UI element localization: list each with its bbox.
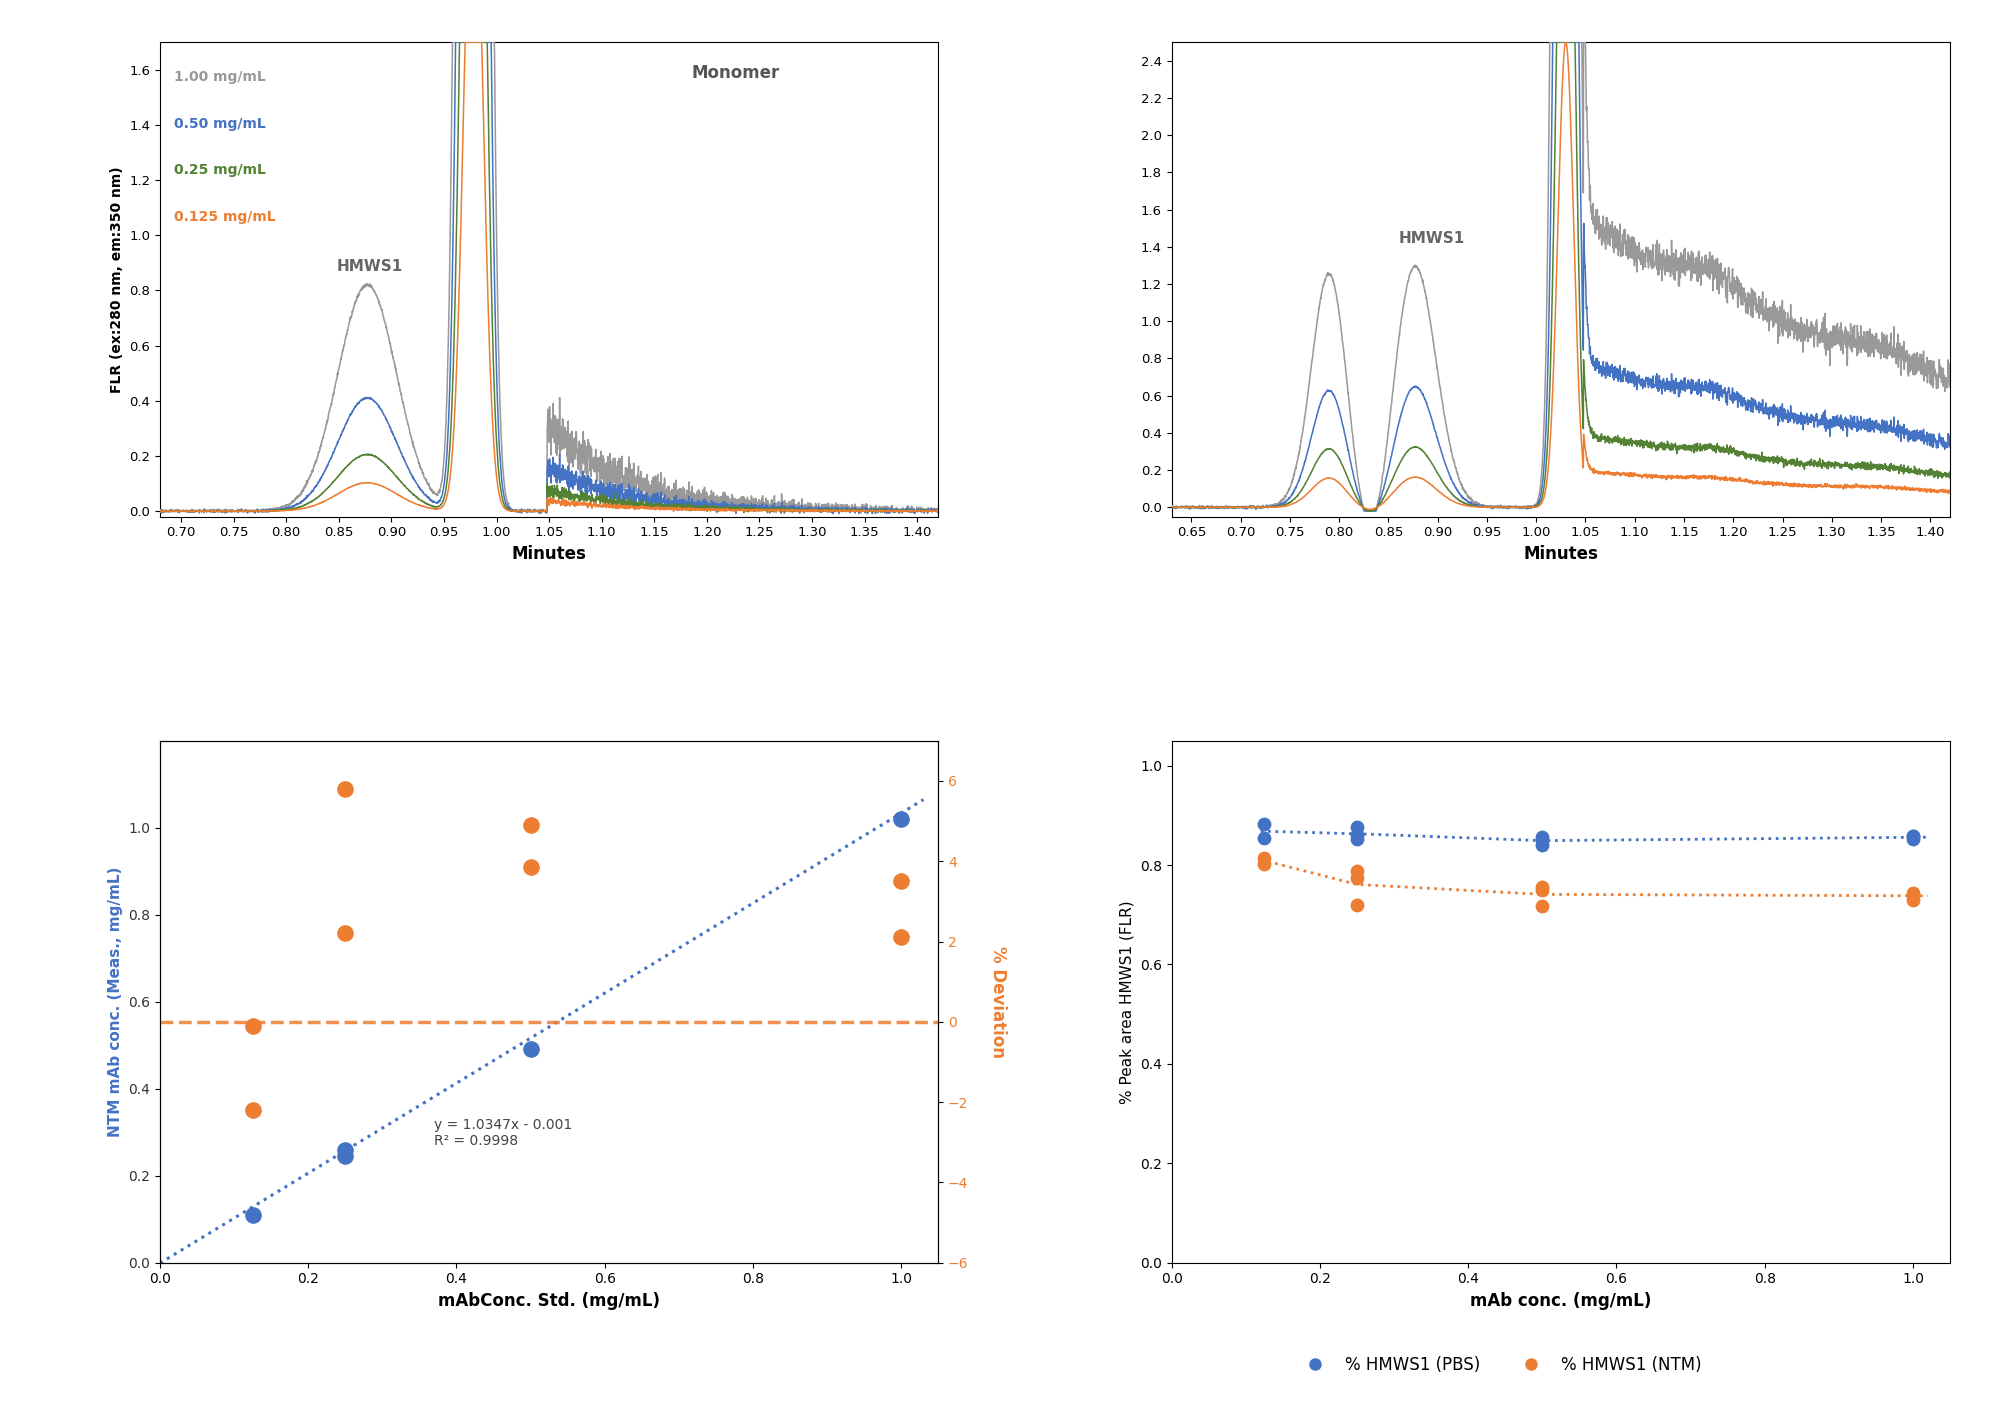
X-axis label: Minutes: Minutes xyxy=(512,544,586,563)
Point xyxy=(1896,828,1928,850)
Point xyxy=(1342,867,1374,890)
Point xyxy=(514,856,546,878)
Point xyxy=(236,1099,268,1121)
Point xyxy=(886,870,918,892)
Text: 0.25 mg/mL: 0.25 mg/mL xyxy=(174,164,266,177)
Point xyxy=(1526,875,1558,898)
Y-axis label: % Deviation: % Deviation xyxy=(990,946,1008,1058)
Text: 0.125 mg/mL: 0.125 mg/mL xyxy=(174,210,276,224)
Point xyxy=(886,926,918,948)
Point xyxy=(1342,894,1374,916)
Point xyxy=(1248,814,1280,836)
Point xyxy=(330,777,362,800)
Text: y = 1.0347x - 0.001
R² = 0.9998: y = 1.0347x - 0.001 R² = 0.9998 xyxy=(434,1118,572,1148)
Point xyxy=(330,1145,362,1167)
Y-axis label: % Peak area HMWS1 (FLR): % Peak area HMWS1 (FLR) xyxy=(1120,899,1134,1104)
Point xyxy=(330,922,362,944)
Point xyxy=(1342,859,1374,881)
Point xyxy=(1896,888,1928,911)
Point xyxy=(1896,884,1928,906)
Point xyxy=(236,1204,268,1226)
Point xyxy=(1526,826,1558,849)
Text: 0.50 mg/mL: 0.50 mg/mL xyxy=(174,116,266,130)
Point xyxy=(1526,829,1558,852)
Point xyxy=(1342,824,1374,846)
Text: Monomer: Monomer xyxy=(692,65,780,81)
Point xyxy=(330,1139,362,1162)
Y-axis label: FLR (ex:280 nm, em:350 nm): FLR (ex:280 nm, em:350 nm) xyxy=(110,166,124,393)
Point xyxy=(514,814,546,836)
Text: HMWS1: HMWS1 xyxy=(1398,231,1464,246)
X-axis label: mAb conc. (mg/mL): mAb conc. (mg/mL) xyxy=(1470,1292,1652,1310)
Point xyxy=(1896,882,1928,905)
Point xyxy=(1342,828,1374,850)
X-axis label: Minutes: Minutes xyxy=(1524,544,1598,563)
Y-axis label: NTM mAb conc. (Meas., mg/mL): NTM mAb conc. (Meas., mg/mL) xyxy=(108,867,122,1136)
Point xyxy=(1342,815,1374,838)
Point xyxy=(1896,825,1928,847)
Point xyxy=(886,808,918,831)
Point xyxy=(1248,826,1280,849)
Point xyxy=(1526,833,1558,856)
Point xyxy=(1248,846,1280,868)
Point xyxy=(1248,852,1280,874)
Point xyxy=(1526,878,1558,901)
Text: HMWS1: HMWS1 xyxy=(336,260,402,274)
X-axis label: mAbConc. Std. (mg/mL): mAbConc. Std. (mg/mL) xyxy=(438,1292,660,1310)
Point xyxy=(1526,895,1558,918)
Legend: % HMWS1 (PBS), % HMWS1 (NTM): % HMWS1 (PBS), % HMWS1 (NTM) xyxy=(1292,1350,1708,1381)
Point xyxy=(514,1037,546,1059)
Point xyxy=(236,1014,268,1037)
Text: 1.00 mg/mL: 1.00 mg/mL xyxy=(174,70,266,84)
Point xyxy=(1896,825,1928,847)
